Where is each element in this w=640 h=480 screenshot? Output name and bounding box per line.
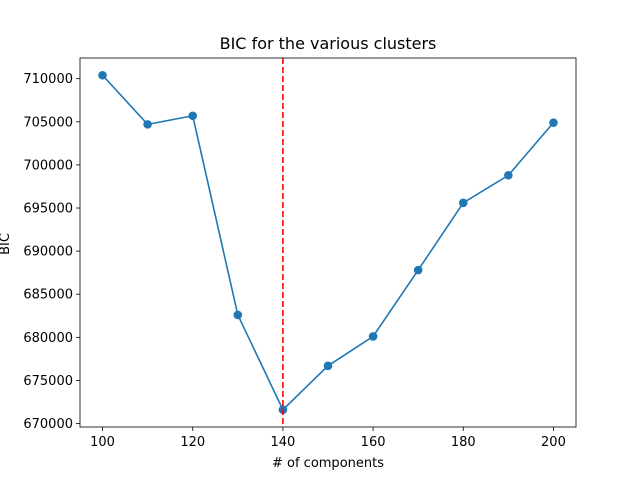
y-tick-label: 675000: [23, 374, 73, 389]
y-tick-label: 710000: [23, 72, 73, 87]
data-point: [233, 310, 243, 320]
plot-frame: [79, 57, 577, 428]
y-tick-label: 680000: [23, 331, 73, 346]
data-point: [368, 332, 378, 341]
y-tick-label: 695000: [23, 202, 73, 217]
x-axis-label: # of components: [272, 456, 384, 471]
x-tick-label: 140: [270, 435, 295, 450]
data-point: [143, 120, 152, 129]
x-tick-label: 160: [361, 435, 386, 450]
data-point: [549, 118, 558, 127]
y-tick-label: 685000: [23, 288, 73, 303]
plot-area: 100 120 140 160 180 200 670000 675000 680000 6850…: [23, 57, 577, 450]
x-tick-label: 200: [541, 435, 566, 450]
x-tick-label: 120: [180, 435, 205, 450]
data-point: [98, 70, 107, 80]
x-tick-label: 180: [451, 435, 476, 450]
data-point: [504, 170, 513, 180]
y-tick-label: 705000: [23, 115, 73, 130]
y-tick-label: 670000: [23, 417, 73, 432]
data-point: [188, 111, 198, 121]
data-point: [458, 198, 468, 208]
y-axis-label: BIC: [0, 233, 13, 255]
series-line: [101, 74, 555, 412]
data-point: [323, 361, 333, 371]
data-point: [413, 265, 423, 275]
y-tick-label: 700000: [23, 158, 73, 173]
x-tick-label: 100: [90, 435, 115, 450]
chart-title: BIC for the various clusters: [220, 34, 437, 53]
y-tick-label: 690000: [23, 245, 73, 260]
